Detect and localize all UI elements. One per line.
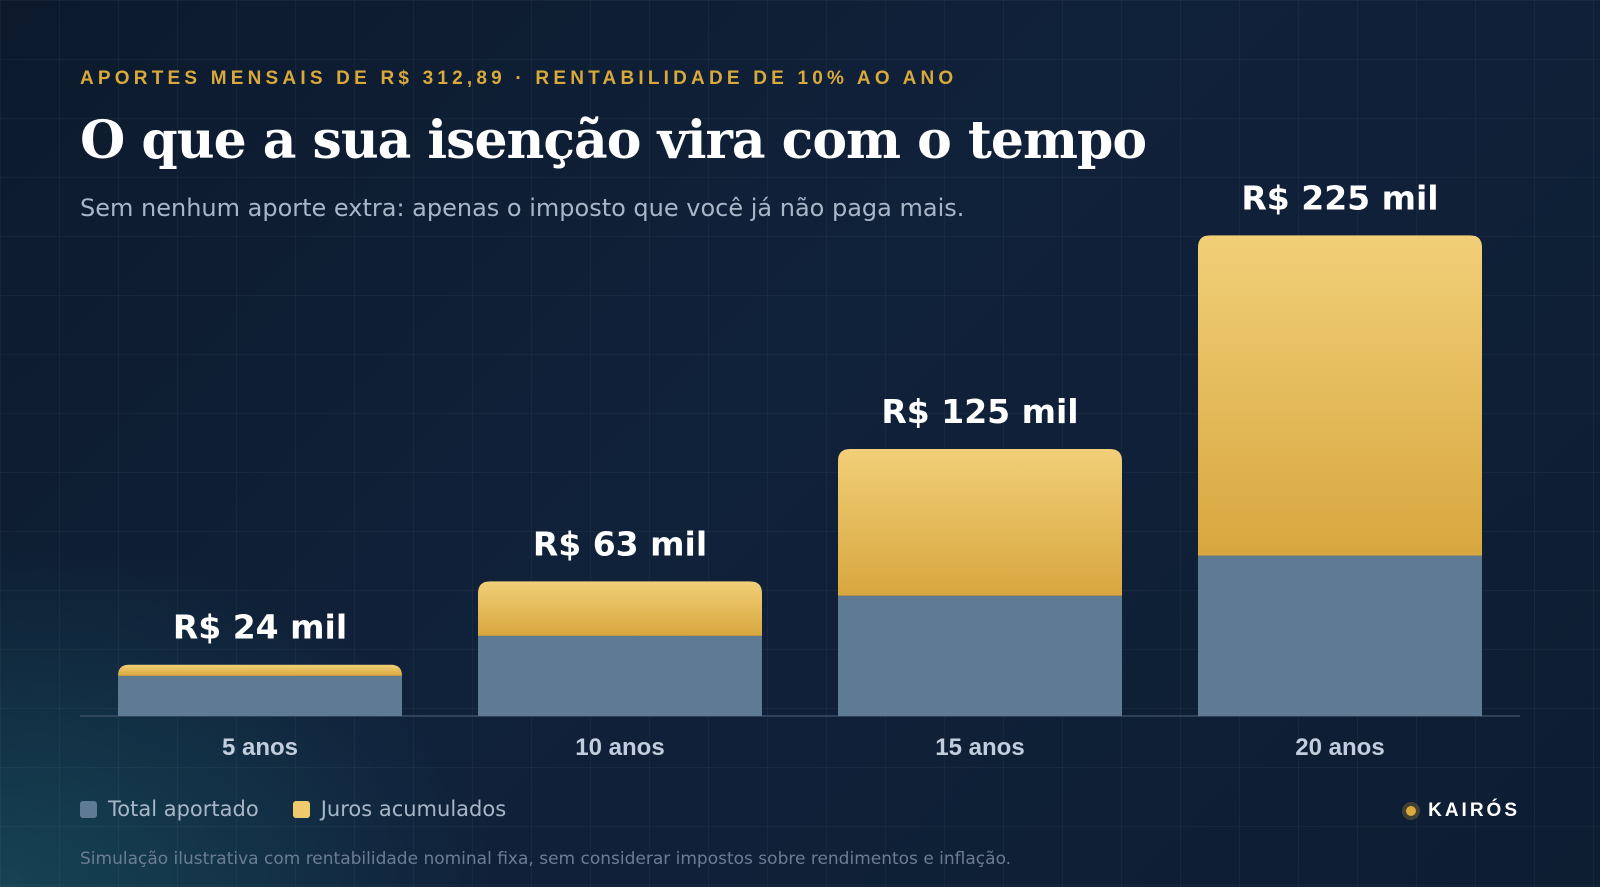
footnote: Simulação ilustrativa com rentabilidade … <box>80 849 1012 869</box>
bar-aportado-1 <box>118 675 402 716</box>
eyebrow-text: APORTES MENSAIS DE R$ 312,89 · RENTABILI… <box>80 68 958 89</box>
legend-swatch-aportado <box>80 800 97 818</box>
data-label-2: R$ 63 mil <box>533 524 707 563</box>
brand-logo: KAIRÓS <box>1406 800 1520 822</box>
bar-aportado-4 <box>1198 555 1482 716</box>
bar-juros-3 <box>838 449 1122 596</box>
brand-dot-icon <box>1406 806 1417 816</box>
legend-swatch-juros <box>292 800 310 818</box>
category-label-3: 15 anos <box>935 734 1024 761</box>
data-label-4: R$ 225 mil <box>1241 178 1438 217</box>
category-label-1: 5 anos <box>222 734 298 761</box>
legend-label-juros: Juros acumulados <box>320 797 507 821</box>
legend: Total aportado Juros acumulados <box>80 797 540 821</box>
bar-juros-1 <box>118 664 402 676</box>
category-label-2: 10 anos <box>575 734 664 761</box>
brand-name: KAIRÓS <box>1428 800 1520 821</box>
bar-juros-4 <box>1198 235 1482 556</box>
bar-aportado-3 <box>838 595 1122 716</box>
data-label-3: R$ 125 mil <box>881 392 1078 431</box>
bar-juros-2 <box>478 581 762 636</box>
legend-label-aportado: Total aportado <box>108 797 259 821</box>
category-label-4: 20 anos <box>1295 734 1384 761</box>
page-subtitle: Sem nenhum aporte extra: apenas o impost… <box>80 194 965 222</box>
legend-item-juros: Juros acumulados <box>292 797 507 821</box>
data-label-1: R$ 24 mil <box>173 608 347 647</box>
bars-group: R$ 24 mil 5 anos R$ 63 mil 10 anos R$ 125 mi… <box>118 178 1482 761</box>
page-title: O que a sua isenção vira com o tempo <box>80 110 1147 171</box>
legend-item-aportado: Total aportado <box>80 797 259 821</box>
bar-aportado-2 <box>478 635 762 716</box>
